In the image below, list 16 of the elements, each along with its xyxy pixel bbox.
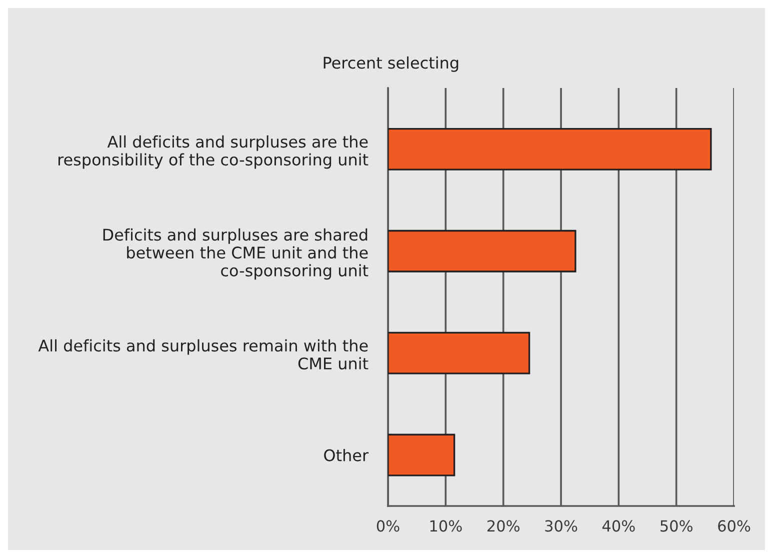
y-tick-label: All deficits and surpluses remain with the CME unit [38, 339, 368, 370]
chart-title: Percent selecting [324, 56, 458, 72]
y-tick-label: Deficits and surpluses are shared between the CME unit and the co-sponsoring unit [103, 228, 368, 280]
x-tick-label: 50% [660, 520, 692, 532]
bar [388, 332, 530, 374]
x-tick-label: 60% [718, 520, 750, 532]
bar [388, 128, 712, 170]
y-tick-label: All deficits and surpluses are the responsibility of the co-sponsoring unit [58, 135, 368, 169]
y-tick-label: Other [324, 448, 369, 462]
x-tick-label: 10% [430, 520, 462, 532]
bar [388, 434, 456, 476]
x-tick-label: 20% [487, 520, 520, 532]
x-tick-label: 30% [545, 520, 578, 532]
bar [388, 230, 576, 272]
x-tick-label: 40% [602, 520, 635, 532]
x-tick-label: 0% [376, 520, 400, 532]
